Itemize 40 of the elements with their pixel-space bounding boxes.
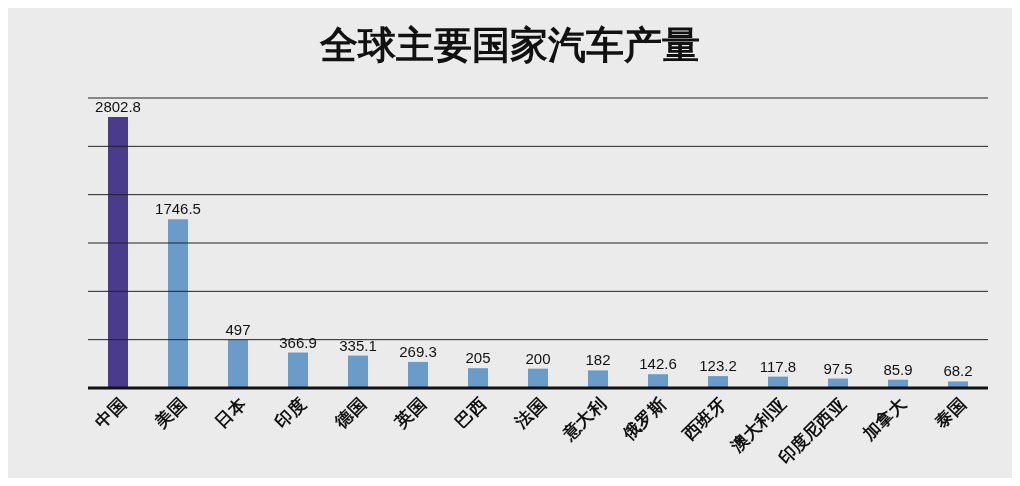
data-label: 123.2 [699,357,737,375]
x-tick-label: 德国 [330,393,370,433]
bar [288,352,308,388]
data-label: 142.6 [639,355,677,373]
bar [108,117,128,388]
data-label: 182 [585,351,611,369]
bar [408,361,428,388]
data-label: 97.5 [823,359,853,377]
bar [528,368,548,388]
x-tick-label: 英国 [390,393,430,433]
bar [468,368,488,388]
x-tick-label: 巴西 [451,393,490,432]
x-tick-label: 美国 [150,393,190,433]
bar [948,381,968,388]
data-label: 117.8 [759,357,797,375]
bar [228,339,248,388]
data-label: 2802.8 [95,98,141,116]
data-label: 1746.5 [155,200,201,218]
data-label: 85.9 [883,360,913,378]
x-tick-label: 泰国 [930,393,970,433]
bar [648,374,668,388]
x-tick-label: 加拿大 [858,392,911,445]
data-label: 269.3 [399,342,437,360]
x-tick-label: 印度 [271,393,310,432]
data-label: 200 [525,349,551,367]
bar [348,355,368,388]
data-label: 205 [465,349,491,367]
bar [588,370,608,388]
x-tick-label: 西班牙 [678,393,730,445]
bar [708,376,728,388]
data-label: 497 [225,320,251,338]
x-tick-label: 俄罗斯 [618,393,670,445]
x-tick-label: 中国 [91,393,130,432]
x-tick-label: 意大利 [558,393,610,445]
x-tick-label: 日本 [211,392,251,432]
data-label: 68.2 [943,362,973,380]
x-tick-label: 法国 [510,393,550,433]
bar [168,219,188,388]
chart-title: 全球主要国家汽车产量 [319,22,701,69]
data-label: 335.1 [339,336,377,354]
